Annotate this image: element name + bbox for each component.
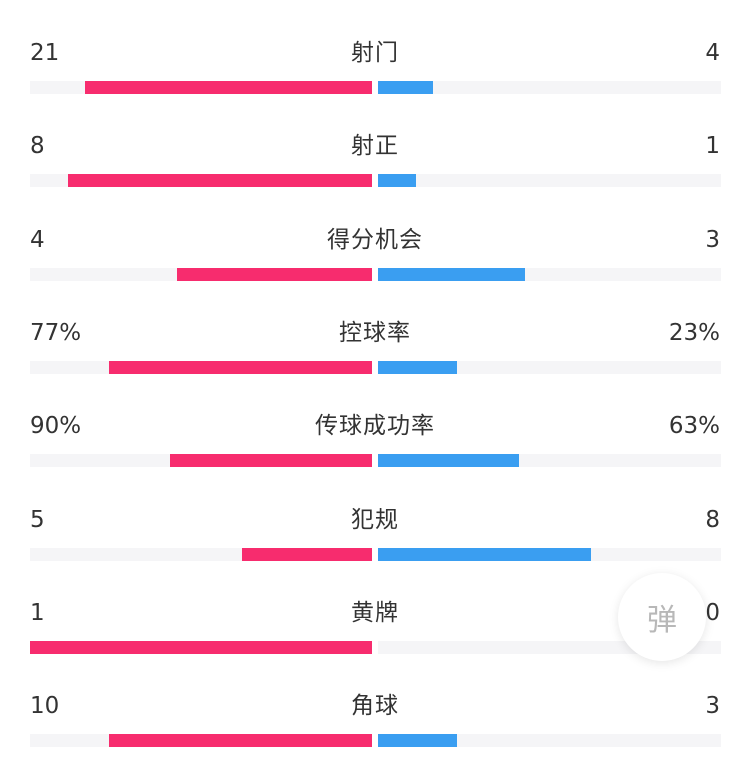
home-bar-fill bbox=[30, 640, 372, 654]
home-bar-track bbox=[30, 734, 372, 748]
stat-label: 黄牌 bbox=[351, 599, 399, 626]
away-bar-track bbox=[378, 454, 721, 468]
away-bar-track bbox=[378, 174, 721, 188]
away-bar-fill bbox=[378, 174, 416, 188]
danmu-button[interactable]: 弹 bbox=[618, 573, 706, 661]
stat-row: 4 得分机会 3 bbox=[0, 187, 750, 281]
home-value: 90% bbox=[30, 413, 82, 440]
away-value: 23% bbox=[668, 319, 720, 346]
home-bar-fill bbox=[242, 547, 372, 561]
stat-row: 8 射正 1 bbox=[0, 93, 750, 188]
home-value: 8 bbox=[30, 133, 45, 160]
away-value: 3 bbox=[705, 693, 720, 720]
away-value: 0 bbox=[705, 599, 720, 626]
home-bar-track bbox=[30, 360, 372, 374]
home-bar-fill bbox=[85, 81, 372, 94]
stat-row: 5 犯规 8 bbox=[0, 467, 750, 561]
home-bar-fill bbox=[68, 174, 372, 188]
home-value: 4 bbox=[30, 226, 45, 253]
away-bar-track bbox=[378, 734, 721, 748]
home-bar-track bbox=[30, 174, 372, 188]
away-bar-fill bbox=[378, 734, 457, 748]
stat-label: 犯规 bbox=[351, 506, 399, 533]
stat-row: 10 角球 3 bbox=[0, 653, 750, 748]
away-bar-fill bbox=[378, 267, 525, 281]
stat-label: 射门 bbox=[351, 40, 399, 66]
away-bar-fill bbox=[378, 547, 591, 561]
home-bar-fill bbox=[170, 454, 372, 468]
stat-label: 传球成功率 bbox=[315, 413, 435, 440]
away-bar-fill bbox=[378, 454, 519, 468]
away-value: 8 bbox=[705, 506, 720, 533]
home-bar-track bbox=[30, 547, 372, 561]
home-value: 1 bbox=[30, 599, 45, 626]
away-bar-track bbox=[378, 81, 721, 94]
stat-row: 77% 控球率 23% bbox=[0, 280, 750, 374]
away-bar-fill bbox=[378, 360, 457, 374]
stat-row: 90% 传球成功率 63% bbox=[0, 373, 750, 468]
stat-label: 角球 bbox=[351, 693, 399, 720]
away-value: 1 bbox=[705, 133, 720, 160]
away-bar-track bbox=[378, 267, 721, 281]
stat-label: 控球率 bbox=[339, 319, 411, 346]
stat-label: 得分机会 bbox=[327, 226, 423, 253]
away-bar-fill bbox=[378, 81, 433, 94]
home-value: 5 bbox=[30, 506, 45, 533]
away-value: 3 bbox=[705, 226, 720, 253]
home-value: 10 bbox=[30, 693, 60, 720]
home-bar-track bbox=[30, 267, 372, 281]
home-bar-track bbox=[30, 640, 372, 654]
stat-label: 射正 bbox=[351, 133, 399, 160]
home-bar-fill bbox=[109, 734, 372, 748]
stat-row: 21 射门 4 bbox=[0, 0, 750, 94]
home-value: 21 bbox=[30, 40, 60, 66]
home-value: 77% bbox=[30, 319, 82, 346]
home-bar-track bbox=[30, 81, 372, 94]
home-bar-fill bbox=[177, 267, 372, 281]
away-value: 63% bbox=[668, 413, 720, 440]
away-value: 4 bbox=[705, 40, 720, 66]
home-bar-track bbox=[30, 454, 372, 468]
home-bar-fill bbox=[109, 360, 372, 374]
away-bar-track bbox=[378, 547, 721, 561]
away-bar-track bbox=[378, 360, 721, 374]
